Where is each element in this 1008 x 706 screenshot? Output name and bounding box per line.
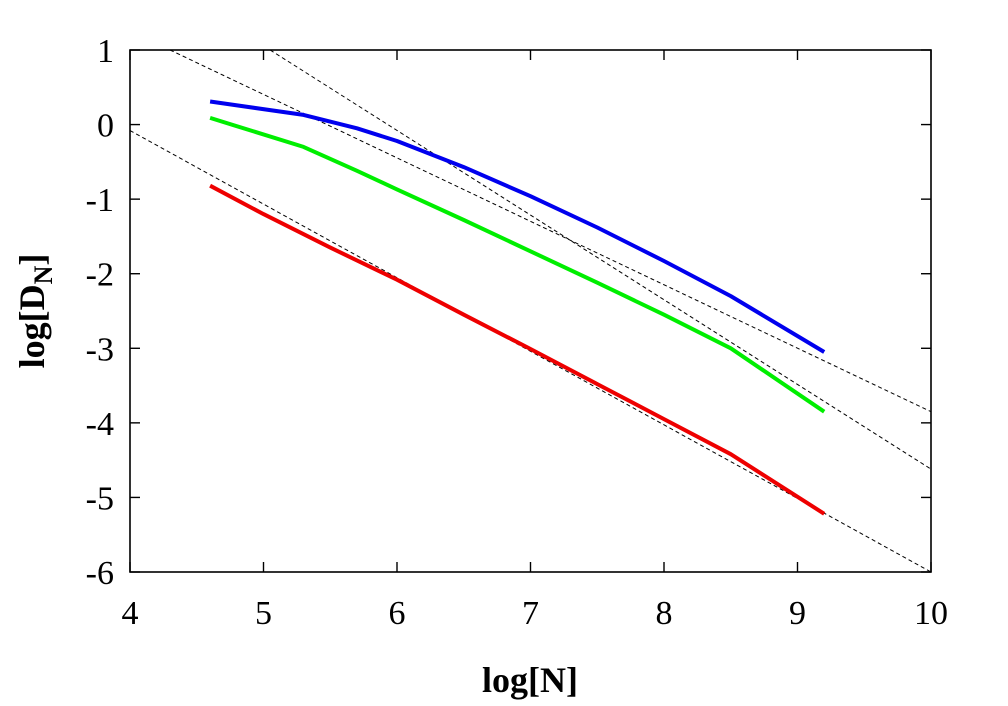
y-tick-label: -5 bbox=[86, 480, 114, 517]
y-tick-label: -2 bbox=[86, 257, 114, 294]
y-axis-label: log[DN] bbox=[12, 254, 58, 369]
reference-line-1 bbox=[169, 50, 931, 413]
y-tick-label: -4 bbox=[86, 406, 114, 443]
series-line-1 bbox=[209, 99, 826, 354]
series-lines bbox=[209, 99, 826, 516]
y-tick-label: -3 bbox=[86, 331, 114, 368]
y-axis-label-subscript: N bbox=[29, 265, 58, 284]
x-tick-label: 7 bbox=[522, 595, 539, 632]
x-tick-label: 4 bbox=[122, 595, 139, 632]
y-tick-label: 0 bbox=[97, 108, 114, 145]
x-tick-label: 10 bbox=[914, 595, 948, 632]
x-tick-label: 5 bbox=[255, 595, 272, 632]
x-tick-label: 8 bbox=[656, 595, 673, 632]
x-tick-label: 6 bbox=[389, 595, 406, 632]
y-axis-label-close: ] bbox=[12, 254, 52, 266]
y-tick-label: -6 bbox=[86, 555, 114, 592]
series-line-3 bbox=[209, 183, 826, 516]
x-tick-labels: 4 5 6 7 8 9 10 bbox=[122, 595, 949, 632]
series-line-2 bbox=[209, 115, 826, 414]
reference-line-3 bbox=[130, 130, 931, 572]
reference-lines bbox=[130, 50, 931, 572]
y-tick-label: 1 bbox=[97, 33, 114, 70]
x-axis-label: log[N] bbox=[482, 660, 578, 700]
reference-line-2 bbox=[269, 50, 931, 470]
ticks bbox=[129, 49, 932, 573]
y-tick-label: -1 bbox=[86, 182, 114, 219]
x-tick-label: 9 bbox=[789, 595, 806, 632]
y-axis-label-base: log[D bbox=[12, 284, 52, 368]
y-tick-labels: 1 0 -1 -2 -3 -4 -5 -6 bbox=[86, 33, 114, 592]
